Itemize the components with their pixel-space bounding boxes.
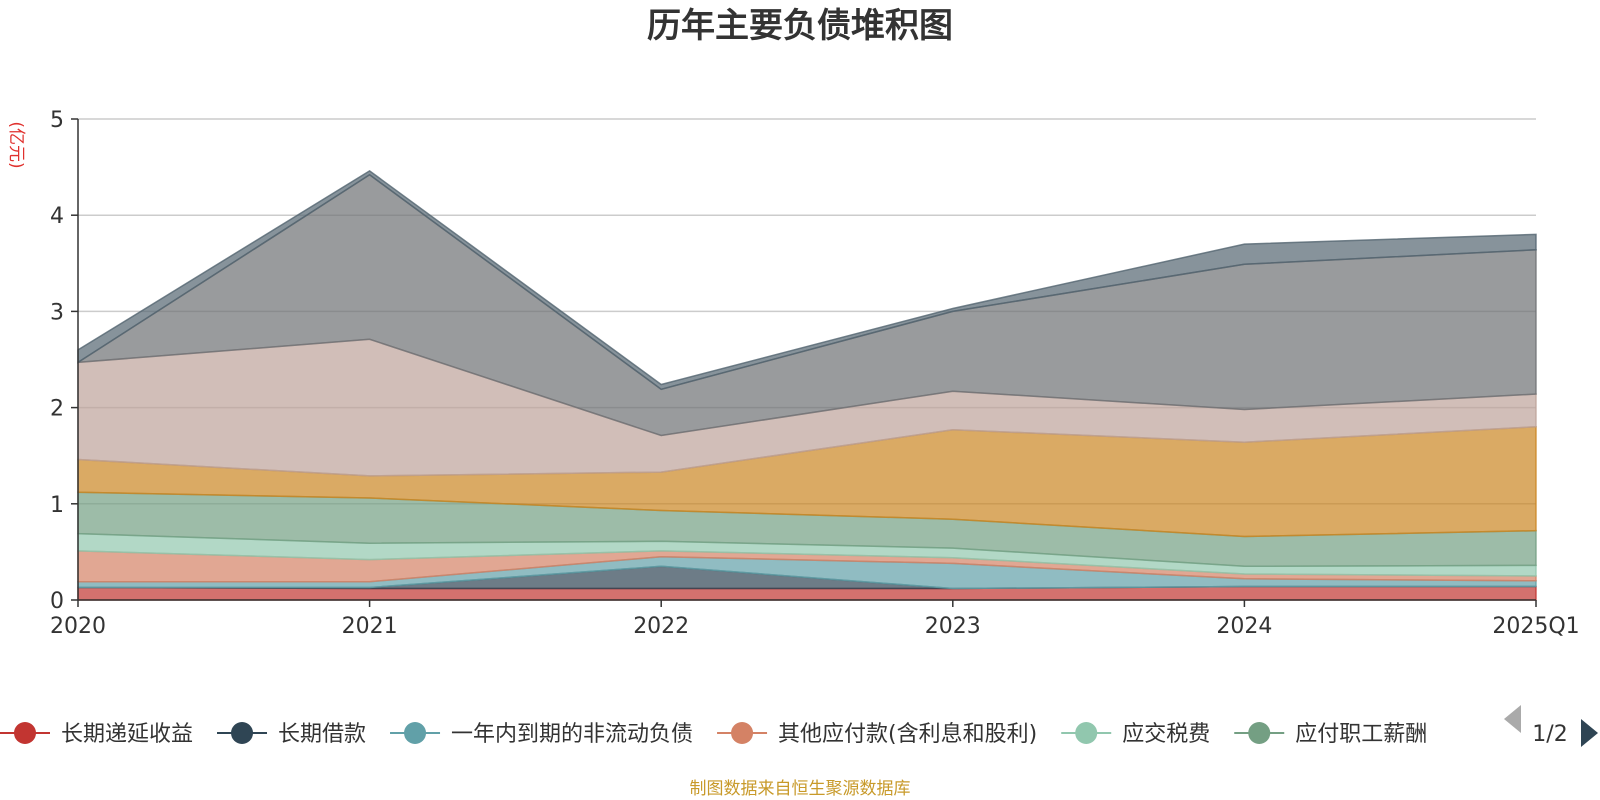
y-axis-ticks: 0 1 2 3 4 5 <box>50 108 78 614</box>
legend-marker-icon <box>404 722 427 744</box>
legend-prev-page-icon[interactable] <box>1504 705 1521 733</box>
x-tick-label: 2025Q1 <box>1492 614 1579 639</box>
x-tick-label: 2024 <box>1216 614 1272 639</box>
legend-marker-icon <box>1075 722 1098 744</box>
chart-title: 历年主要负债堆积图 <box>647 6 953 46</box>
legend[interactable]: 长期递延收益 长期借款 一年内到期的非流动负债 其他应付款(含利息和股利) 应交税费 应付… <box>0 722 1427 747</box>
y-tick-label: 5 <box>50 108 64 133</box>
y-tick-label: 0 <box>50 589 64 614</box>
x-axis-ticks: 2020 2021 2022 2023 2024 2025Q1 <box>50 600 1580 639</box>
x-tick-label: 2023 <box>925 614 981 639</box>
x-tick-label: 2021 <box>342 614 398 639</box>
legend-marker-icon <box>231 722 254 744</box>
x-tick-label: 2020 <box>50 614 106 639</box>
legend-item[interactable]: 长期借款 <box>217 722 366 747</box>
legend-page-indicator: 1/2 <box>1532 722 1567 747</box>
legend-label: 长期借款 <box>278 722 366 747</box>
area-series-group <box>77 169 1537 601</box>
legend-item[interactable]: 应交税费 <box>1061 722 1210 747</box>
legend-label: 一年内到期的非流动负债 <box>451 722 693 747</box>
legend-item[interactable]: 应付职工薪酬 <box>1234 722 1427 747</box>
y-tick-label: 3 <box>50 300 64 325</box>
y-tick-label: 4 <box>50 204 64 229</box>
y-tick-label: 2 <box>50 397 64 422</box>
axes <box>77 119 1536 601</box>
legend-label: 其他应付款(含利息和股利) <box>778 722 1037 747</box>
legend-marker-icon <box>14 722 36 744</box>
data-source-note: 制图数据来自恒生聚源数据库 <box>690 779 911 799</box>
legend-marker-icon <box>731 722 754 744</box>
x-tick-label: 2022 <box>633 614 689 639</box>
legend-label: 长期递延收益 <box>61 722 193 747</box>
legend-item[interactable]: 其他应付款(含利息和股利) <box>717 722 1037 747</box>
legend-item[interactable]: 长期递延收益 <box>0 722 193 747</box>
legend-item[interactable]: 一年内到期的非流动负债 <box>390 722 693 747</box>
legend-label: 应付职工薪酬 <box>1295 722 1427 747</box>
area-合同负债[interactable] <box>77 169 1537 391</box>
legend-next-page-icon[interactable] <box>1581 719 1598 747</box>
legend-marker-icon <box>1248 722 1271 744</box>
legend-label: 应交税费 <box>1122 722 1210 747</box>
y-axis-unit-label: (亿元) <box>6 121 26 168</box>
y-tick-label: 1 <box>50 493 64 518</box>
